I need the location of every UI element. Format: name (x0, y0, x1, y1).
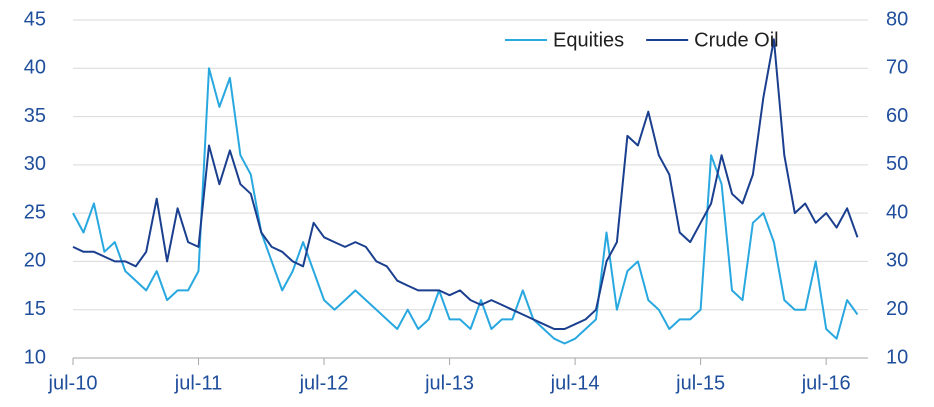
y2-tick-label: 20 (886, 298, 908, 320)
x-tick-label: jul-16 (801, 372, 851, 394)
y2-tick-label: 30 (886, 250, 908, 272)
x-tick-label: jul-13 (424, 372, 474, 394)
y2-tick-label: 50 (886, 153, 908, 175)
y-tick-label: 35 (24, 105, 46, 127)
y2-tick-label: 60 (886, 105, 908, 127)
legend-label: Equities (553, 29, 624, 51)
series-line (72, 38, 859, 330)
x-tick-label: jul-12 (299, 372, 349, 394)
legend-label: Crude Oil (694, 29, 778, 51)
x-tick-label: jul-15 (675, 372, 725, 394)
y-tick-label: 30 (24, 153, 46, 175)
y-tick-label: 15 (24, 298, 46, 320)
y2-tick-label: 10 (886, 346, 908, 368)
y-tick-label: 45 (24, 8, 46, 30)
x-tick-label: jul-11 (174, 372, 222, 394)
y2-tick-label: 40 (886, 201, 908, 223)
y-tick-label: 40 (24, 57, 46, 79)
y2-tick-label: 70 (886, 57, 908, 79)
x-tick-label: jul-14 (550, 372, 600, 394)
y2-tick-label: 80 (886, 8, 908, 30)
y-tick-label: 25 (24, 201, 46, 223)
x-tick-label: jul-10 (48, 372, 98, 394)
y-tick-label: 10 (24, 346, 46, 368)
y-tick-label: 20 (24, 250, 46, 272)
series-line (72, 67, 859, 345)
